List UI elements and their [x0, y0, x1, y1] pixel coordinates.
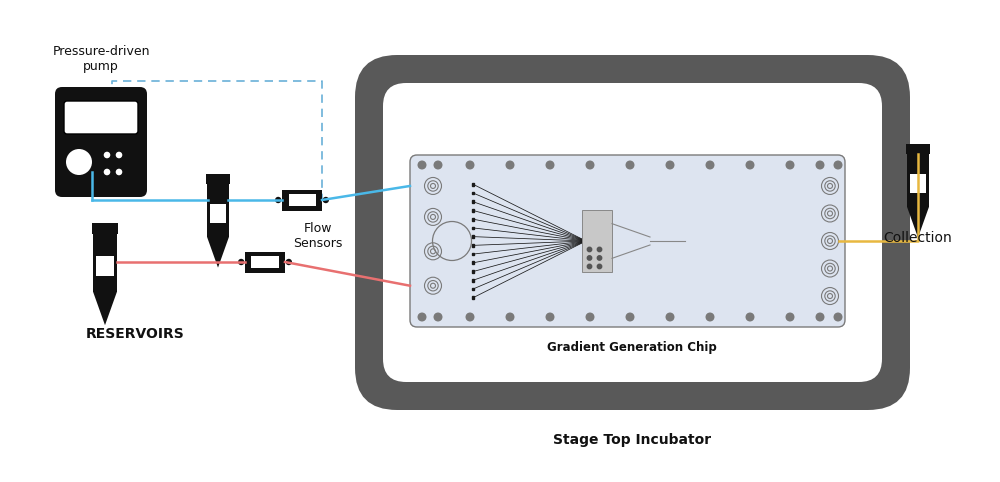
- Polygon shape: [93, 292, 117, 325]
- Circle shape: [466, 313, 474, 321]
- Bar: [582, 210, 612, 272]
- Bar: [472, 288, 474, 291]
- FancyBboxPatch shape: [64, 101, 138, 134]
- Circle shape: [786, 313, 794, 321]
- Circle shape: [706, 313, 714, 321]
- Circle shape: [834, 161, 842, 169]
- Circle shape: [666, 161, 674, 169]
- Bar: [472, 296, 474, 299]
- Bar: [252, 256, 278, 268]
- Bar: [472, 253, 474, 255]
- Bar: [282, 189, 322, 211]
- Text: RESERVOIRS: RESERVOIRS: [86, 327, 184, 341]
- Circle shape: [597, 247, 602, 252]
- Circle shape: [587, 256, 592, 260]
- Bar: [472, 201, 474, 203]
- Circle shape: [666, 313, 674, 321]
- Circle shape: [116, 169, 122, 175]
- Bar: [472, 270, 474, 273]
- Polygon shape: [207, 237, 229, 268]
- Bar: [906, 144, 930, 154]
- Circle shape: [116, 152, 122, 158]
- Bar: [472, 209, 474, 212]
- Text: Collection: Collection: [884, 230, 952, 244]
- Bar: [472, 279, 474, 281]
- Circle shape: [746, 161, 754, 169]
- Circle shape: [418, 313, 426, 321]
- Circle shape: [286, 259, 292, 265]
- Circle shape: [586, 313, 594, 321]
- Circle shape: [587, 247, 592, 252]
- Bar: [93, 234, 117, 292]
- Circle shape: [597, 264, 602, 268]
- Bar: [472, 244, 474, 247]
- Circle shape: [418, 161, 426, 169]
- Text: Flow
Sensors: Flow Sensors: [293, 222, 343, 250]
- Circle shape: [546, 313, 554, 321]
- Text: Stage Top Incubator: Stage Top Incubator: [553, 433, 711, 447]
- Circle shape: [546, 161, 554, 169]
- FancyBboxPatch shape: [55, 87, 147, 197]
- Circle shape: [238, 259, 244, 265]
- Circle shape: [626, 313, 634, 321]
- Bar: [472, 191, 474, 194]
- Circle shape: [587, 264, 592, 268]
- Bar: [288, 194, 316, 206]
- Circle shape: [834, 313, 842, 321]
- Circle shape: [746, 313, 754, 321]
- Bar: [96, 255, 114, 276]
- Text: Gradient Generation Chip: Gradient Generation Chip: [547, 340, 717, 353]
- Bar: [92, 223, 118, 234]
- Circle shape: [104, 169, 110, 175]
- Bar: [210, 204, 226, 223]
- Circle shape: [506, 161, 514, 169]
- Circle shape: [816, 313, 824, 321]
- Circle shape: [66, 149, 92, 175]
- Circle shape: [434, 313, 442, 321]
- Circle shape: [786, 161, 794, 169]
- Bar: [472, 235, 474, 238]
- Bar: [206, 174, 230, 184]
- Bar: [207, 184, 229, 237]
- Circle shape: [275, 197, 281, 203]
- Circle shape: [586, 161, 594, 169]
- FancyBboxPatch shape: [355, 55, 910, 410]
- FancyBboxPatch shape: [383, 83, 882, 382]
- Circle shape: [104, 152, 110, 158]
- Circle shape: [706, 161, 714, 169]
- Circle shape: [597, 256, 602, 260]
- Bar: [472, 183, 474, 186]
- Circle shape: [816, 161, 824, 169]
- Bar: [472, 261, 474, 264]
- Bar: [910, 174, 926, 192]
- Bar: [245, 252, 285, 272]
- Bar: [472, 218, 474, 221]
- FancyBboxPatch shape: [410, 155, 845, 327]
- Bar: [472, 227, 474, 229]
- Circle shape: [323, 197, 329, 203]
- Bar: [907, 154, 929, 207]
- Circle shape: [506, 313, 514, 321]
- Circle shape: [466, 161, 474, 169]
- Text: Pressure-driven
pump: Pressure-driven pump: [52, 45, 150, 73]
- Polygon shape: [907, 207, 929, 238]
- Circle shape: [626, 161, 634, 169]
- Circle shape: [434, 161, 442, 169]
